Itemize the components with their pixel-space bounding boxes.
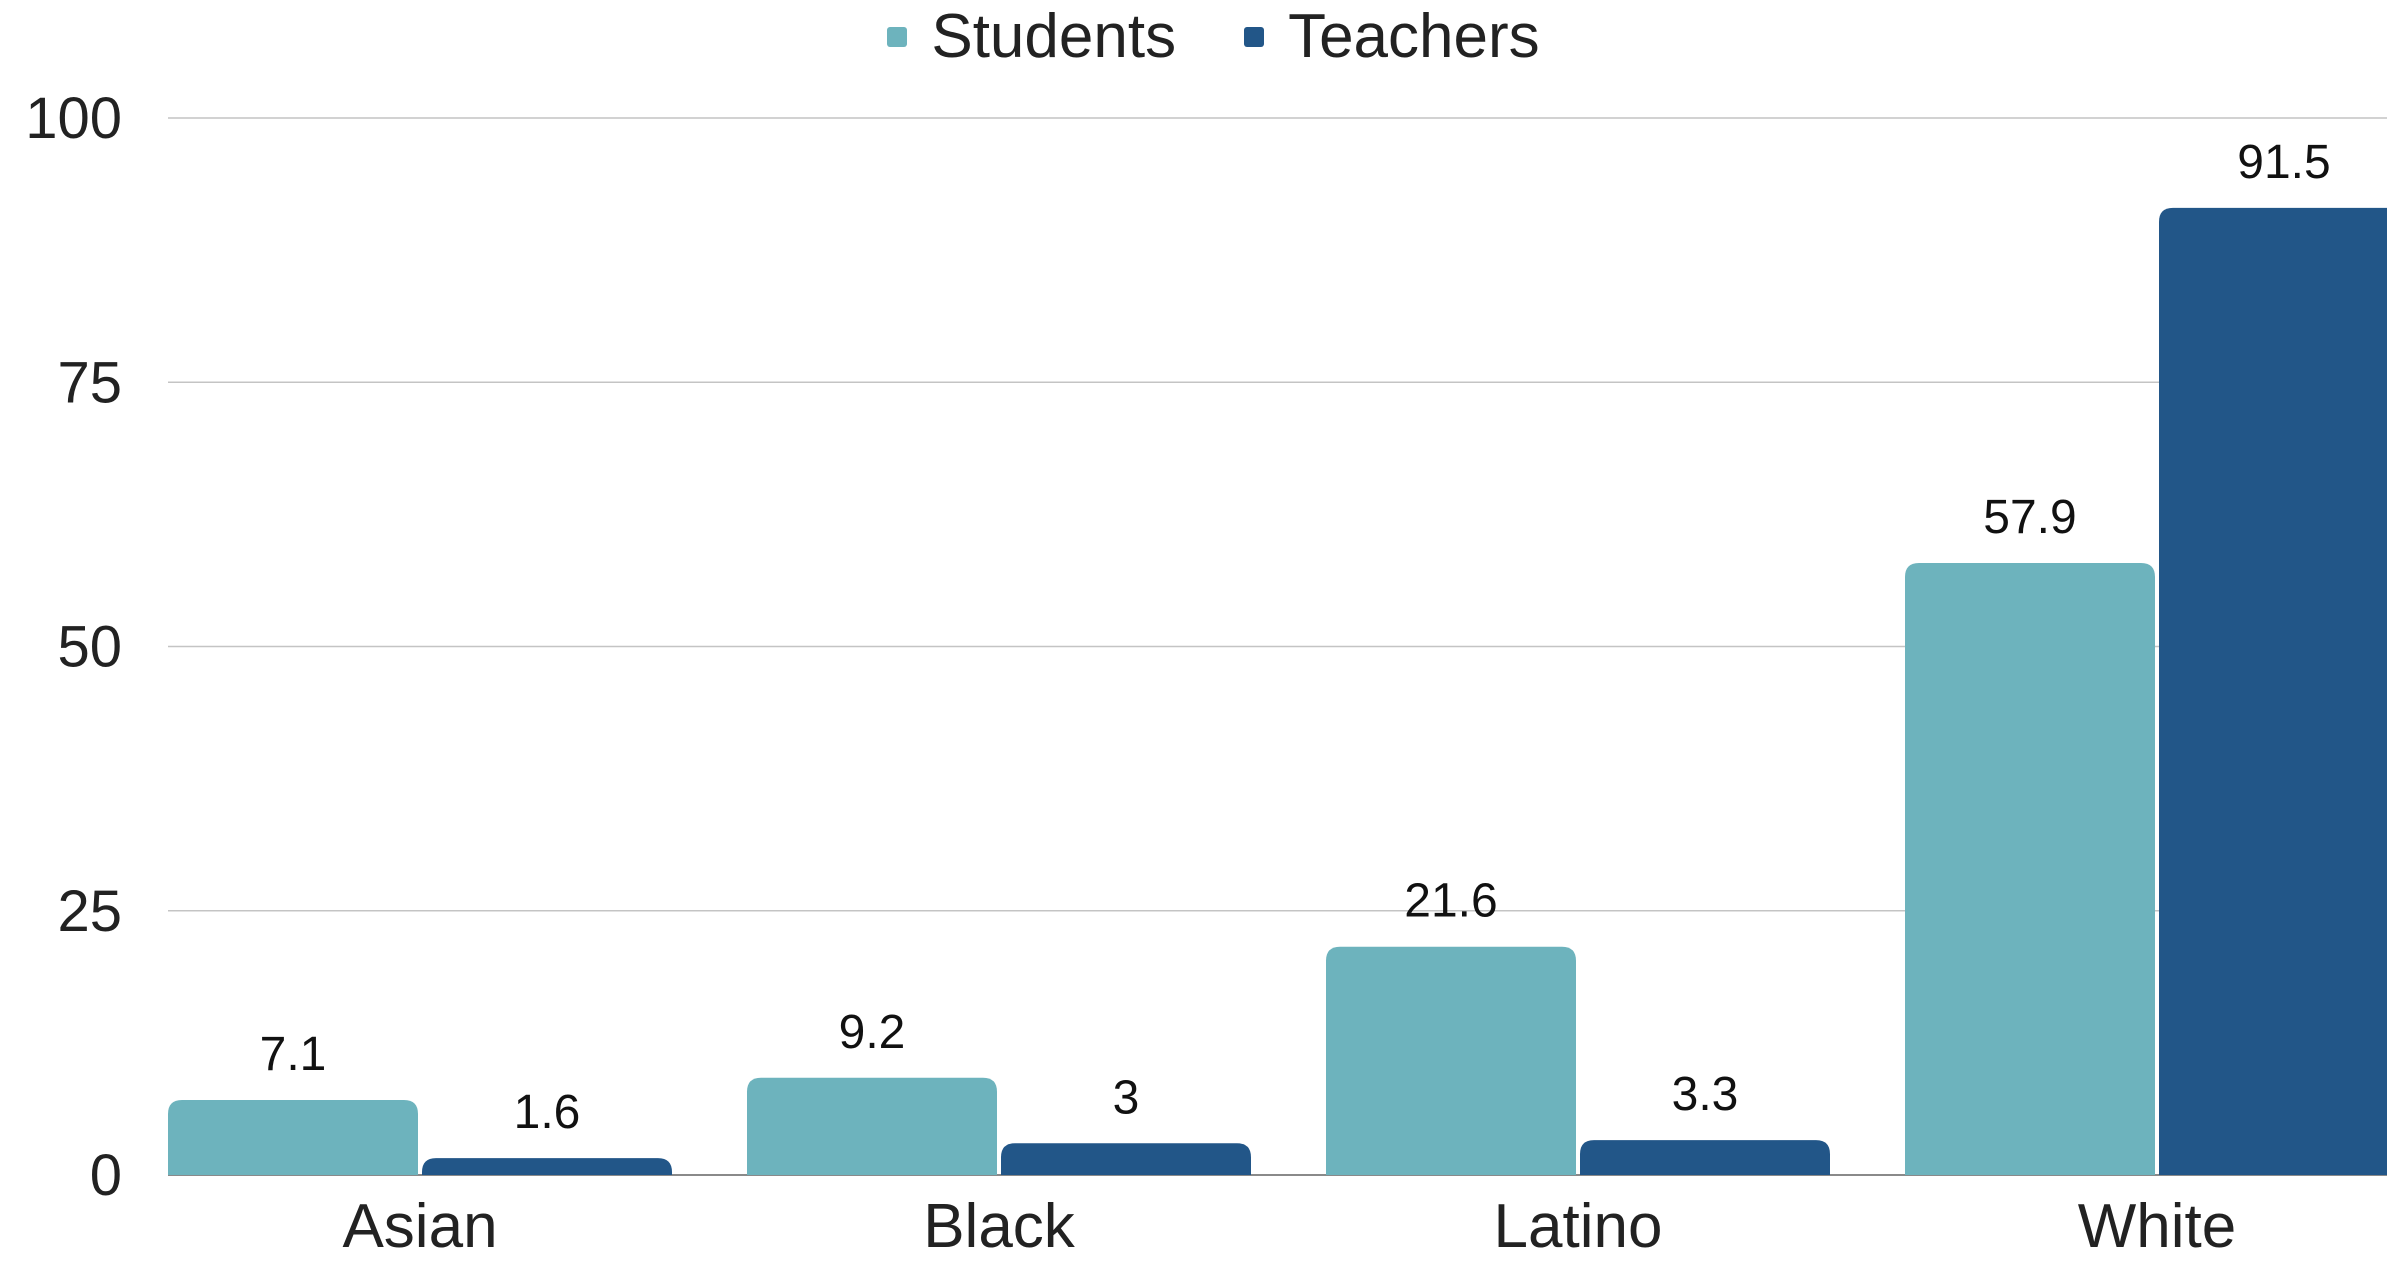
x-tick-label-asian: Asian (342, 1192, 497, 1261)
data-label-students-latino: 21.6 (1404, 875, 1497, 928)
y-tick-label-25: 25 (57, 879, 122, 944)
data-label-teachers-latino: 3.3 (1672, 1068, 1739, 1121)
y-tick-label-75: 75 (57, 350, 122, 415)
x-axis: Asian Black Latino White (342, 1192, 2236, 1261)
y-tick-label-50: 50 (57, 615, 122, 680)
bar-students-asian (168, 1099, 418, 1175)
bars (168, 207, 2387, 1175)
legend-item-students: Students (887, 6, 1176, 68)
y-axis: 0 25 50 75 100 (25, 86, 122, 1208)
y-tick-label-100: 100 (25, 86, 122, 151)
bar-teachers-black (1001, 1143, 1251, 1175)
bar-students-white (1905, 562, 2155, 1175)
legend-label-teachers: Teachers (1288, 2, 1540, 71)
bar-students-latino (1326, 946, 1576, 1175)
bar-teachers-latino (1580, 1140, 1830, 1175)
bar-teachers-asian (422, 1158, 672, 1175)
legend-swatch-teachers (1244, 27, 1265, 47)
data-label-students-black: 9.2 (839, 1006, 906, 1059)
data-label-students-white: 57.9 (1983, 491, 2076, 544)
y-tick-label-0: 0 (90, 1143, 122, 1208)
bar-teachers-white (2159, 207, 2387, 1175)
bar-students-black (747, 1077, 997, 1175)
data-label-teachers-black: 3 (1113, 1071, 1140, 1124)
x-tick-label-latino: Latino (1494, 1192, 1663, 1261)
legend-item-teachers: Teachers (1244, 6, 1540, 68)
x-tick-label-white: White (2078, 1192, 2236, 1261)
data-labels: 7.1 1.6 9.2 3 21.6 3.3 57.9 91.5 (260, 136, 2331, 1139)
legend-label-students: Students (931, 2, 1177, 71)
x-tick-label-black: Black (923, 1192, 1076, 1261)
legend-swatch-students (887, 27, 908, 47)
data-label-students-asian: 7.1 (260, 1028, 327, 1081)
data-label-teachers-asian: 1.6 (514, 1086, 581, 1139)
legend: Students Teachers (0, 6, 2387, 68)
data-label-teachers-white: 91.5 (2237, 136, 2330, 189)
